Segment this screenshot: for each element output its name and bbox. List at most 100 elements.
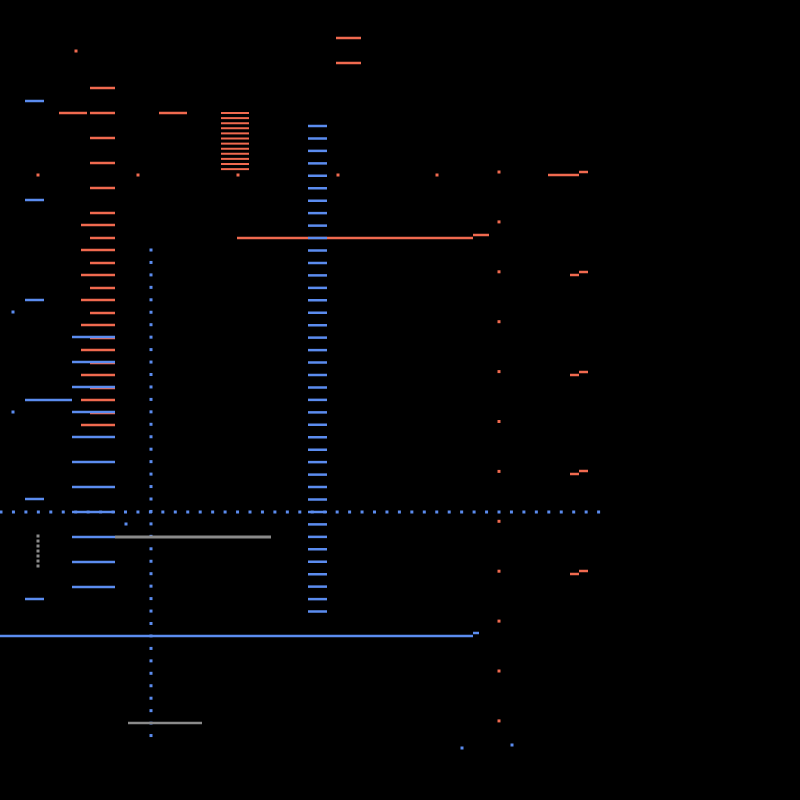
dot [36, 544, 40, 548]
dot [149, 298, 153, 302]
dot [149, 348, 153, 352]
dot [149, 597, 153, 601]
dot [149, 260, 153, 264]
dot [11, 510, 15, 514]
dot [24, 510, 28, 514]
dot [124, 510, 127, 514]
dot [497, 220, 501, 224]
dot [11, 410, 15, 414]
dot [149, 671, 153, 675]
dot [149, 285, 153, 289]
dot [497, 320, 501, 324]
dot [149, 659, 153, 663]
dot [236, 510, 240, 514]
dot [497, 569, 501, 573]
dot [510, 743, 514, 747]
dot [348, 510, 352, 514]
dot [149, 485, 153, 489]
dot [198, 510, 202, 514]
dot [36, 554, 40, 558]
dot [0, 510, 3, 514]
dot [435, 173, 439, 177]
dot [236, 173, 240, 177]
dot [99, 510, 103, 514]
dot [397, 510, 401, 514]
dot [149, 609, 153, 613]
dot [36, 534, 40, 538]
dot [460, 510, 464, 514]
dot [336, 173, 340, 177]
dot [248, 510, 252, 514]
dot [559, 510, 563, 514]
dot [385, 510, 389, 514]
dot [74, 49, 78, 53]
dot [497, 469, 501, 473]
dot [149, 310, 153, 314]
dot [173, 510, 177, 514]
dot [335, 510, 339, 514]
dot [136, 173, 140, 177]
dot [149, 696, 153, 700]
dot [186, 510, 190, 514]
dot [149, 323, 153, 327]
dot [149, 522, 153, 526]
dot [36, 549, 40, 553]
dot [36, 539, 40, 543]
dot [149, 385, 153, 389]
dot [323, 510, 327, 514]
dot [149, 734, 153, 738]
dot [497, 519, 501, 523]
dot [497, 170, 501, 174]
dot [124, 522, 128, 526]
dot [298, 510, 302, 514]
dot [149, 373, 153, 376]
dot [497, 420, 501, 423]
dot [149, 547, 153, 551]
dot [149, 572, 153, 576]
dot [422, 510, 426, 514]
dot [497, 510, 501, 514]
dot [149, 709, 153, 713]
dot [410, 510, 414, 514]
dot [36, 173, 40, 177]
dot [273, 510, 277, 514]
dot [149, 497, 153, 501]
dot [497, 669, 501, 673]
dot [149, 646, 153, 650]
dot [149, 273, 153, 277]
dot [149, 397, 153, 401]
dot [161, 510, 165, 514]
dot [223, 510, 227, 514]
dot [149, 460, 153, 464]
dot [11, 310, 15, 314]
dot [74, 510, 78, 514]
dot [497, 370, 501, 374]
dot [597, 510, 601, 514]
dot [36, 559, 40, 563]
dot [149, 410, 153, 414]
dot [49, 510, 53, 514]
dot [149, 559, 153, 563]
dot [86, 510, 90, 514]
dot [509, 510, 513, 514]
dot [149, 248, 153, 252]
dot [472, 510, 476, 514]
dot [572, 510, 576, 514]
dot [149, 335, 153, 339]
dot [61, 510, 65, 514]
dot [460, 746, 464, 750]
dot [310, 510, 314, 514]
dot [111, 510, 115, 514]
dot [149, 435, 153, 439]
dot [435, 510, 439, 514]
dot [149, 422, 153, 426]
dot [497, 719, 501, 723]
dot [149, 684, 153, 688]
dot [36, 564, 40, 568]
dot [547, 510, 551, 514]
dot [36, 510, 40, 514]
dot [149, 472, 153, 476]
